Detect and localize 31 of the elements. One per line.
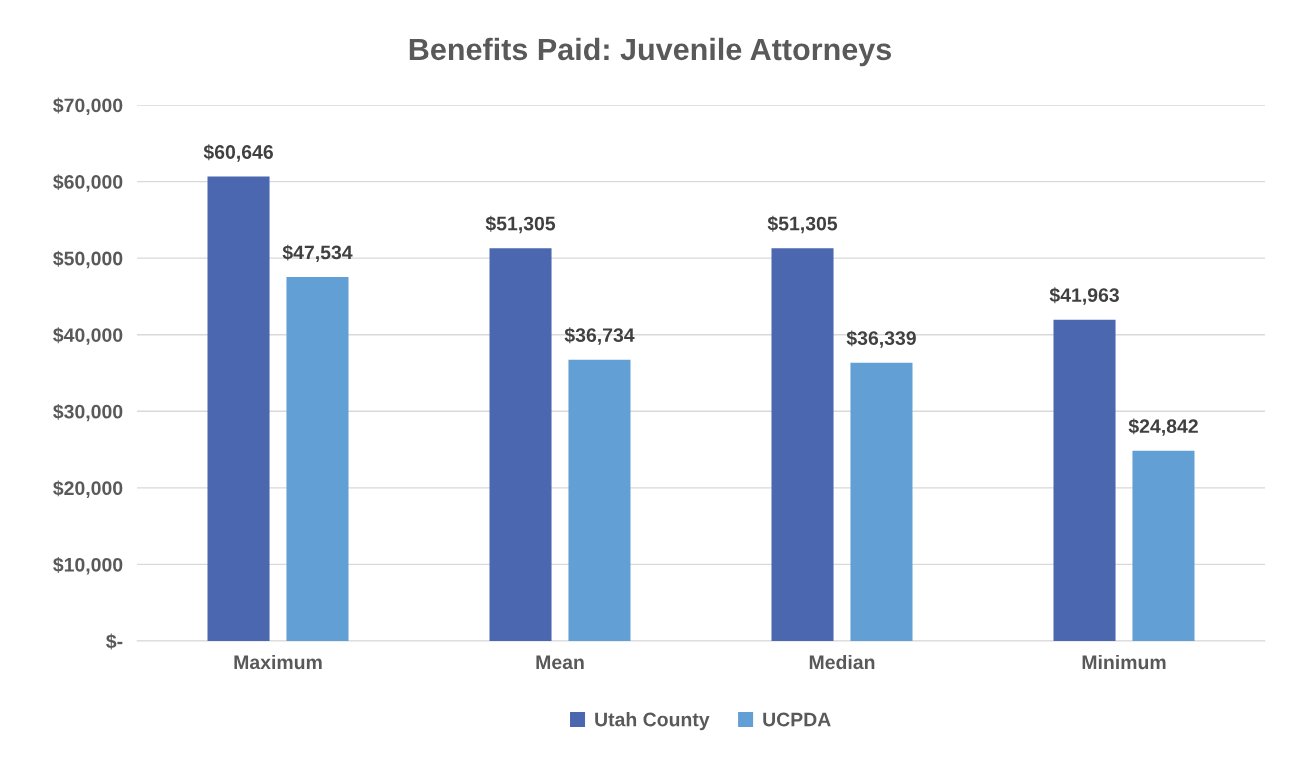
x-tick-label: Minimum [1082, 654, 1166, 670]
x-tick-label: Mean [536, 655, 584, 670]
data-label: $24,842 [1128, 418, 1198, 436]
legend-label: Utah County [595, 712, 710, 731]
y-tick-label: $10,000 [53, 557, 123, 575]
y-tick-label: $70,000 [53, 97, 123, 116]
bar [1132, 450, 1195, 641]
bar [771, 248, 834, 641]
y-tick-label: $30,000 [53, 403, 123, 422]
data-label: $41,963 [1049, 287, 1119, 305]
x-tick-label: Maximum [234, 654, 322, 670]
y-tick-label: $60,000 [53, 174, 123, 192]
x-tick-label: Median [809, 654, 875, 670]
y-tick-label: $40,000 [53, 327, 123, 345]
bar [207, 176, 270, 641]
y-tick-label: $- [106, 633, 123, 650]
y-tick-label: $50,000 [53, 250, 123, 269]
bar [1053, 319, 1116, 641]
bar [568, 359, 631, 641]
chart-title: Benefits Paid: Juvenile Attorneys [409, 37, 891, 67]
bar [489, 248, 552, 641]
data-label: $51,305 [767, 215, 838, 234]
data-label: $51,305 [485, 215, 556, 234]
legend-label: UCPDA [763, 712, 831, 727]
data-label: $36,339 [846, 330, 916, 348]
data-label: $36,734 [564, 327, 635, 345]
data-label: $47,534 [282, 244, 353, 263]
bar [286, 277, 349, 641]
data-label: $60,646 [203, 144, 273, 162]
bar [850, 362, 913, 641]
y-tick-label: $20,000 [53, 480, 123, 498]
